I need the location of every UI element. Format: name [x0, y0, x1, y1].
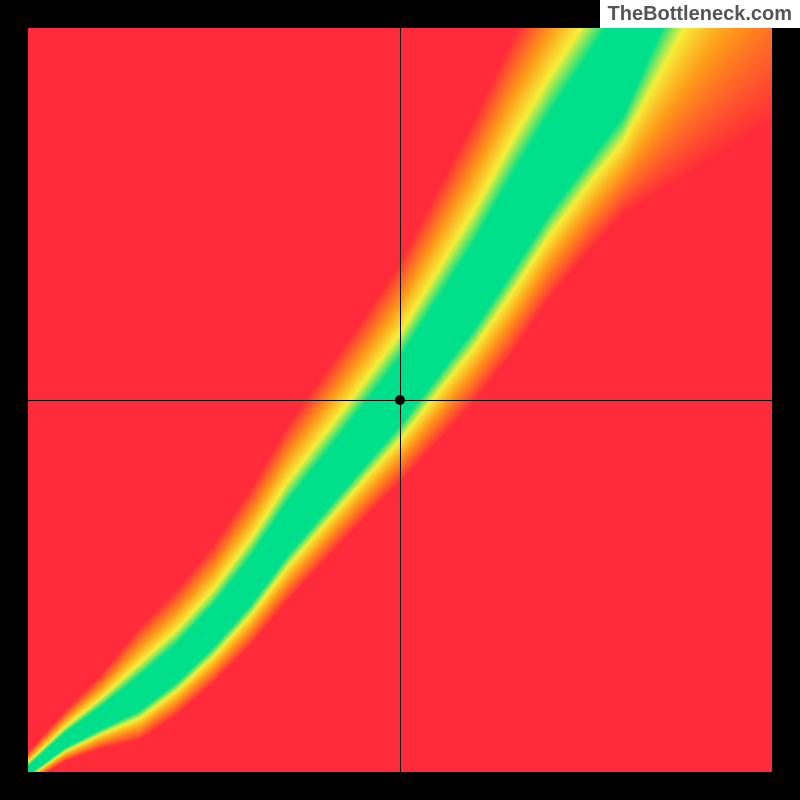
bottleneck-heatmap — [28, 28, 772, 772]
watermark-label: TheBottleneck.com — [600, 0, 800, 28]
crosshair-marker — [395, 395, 405, 405]
outer-frame: TheBottleneck.com — [0, 0, 800, 800]
